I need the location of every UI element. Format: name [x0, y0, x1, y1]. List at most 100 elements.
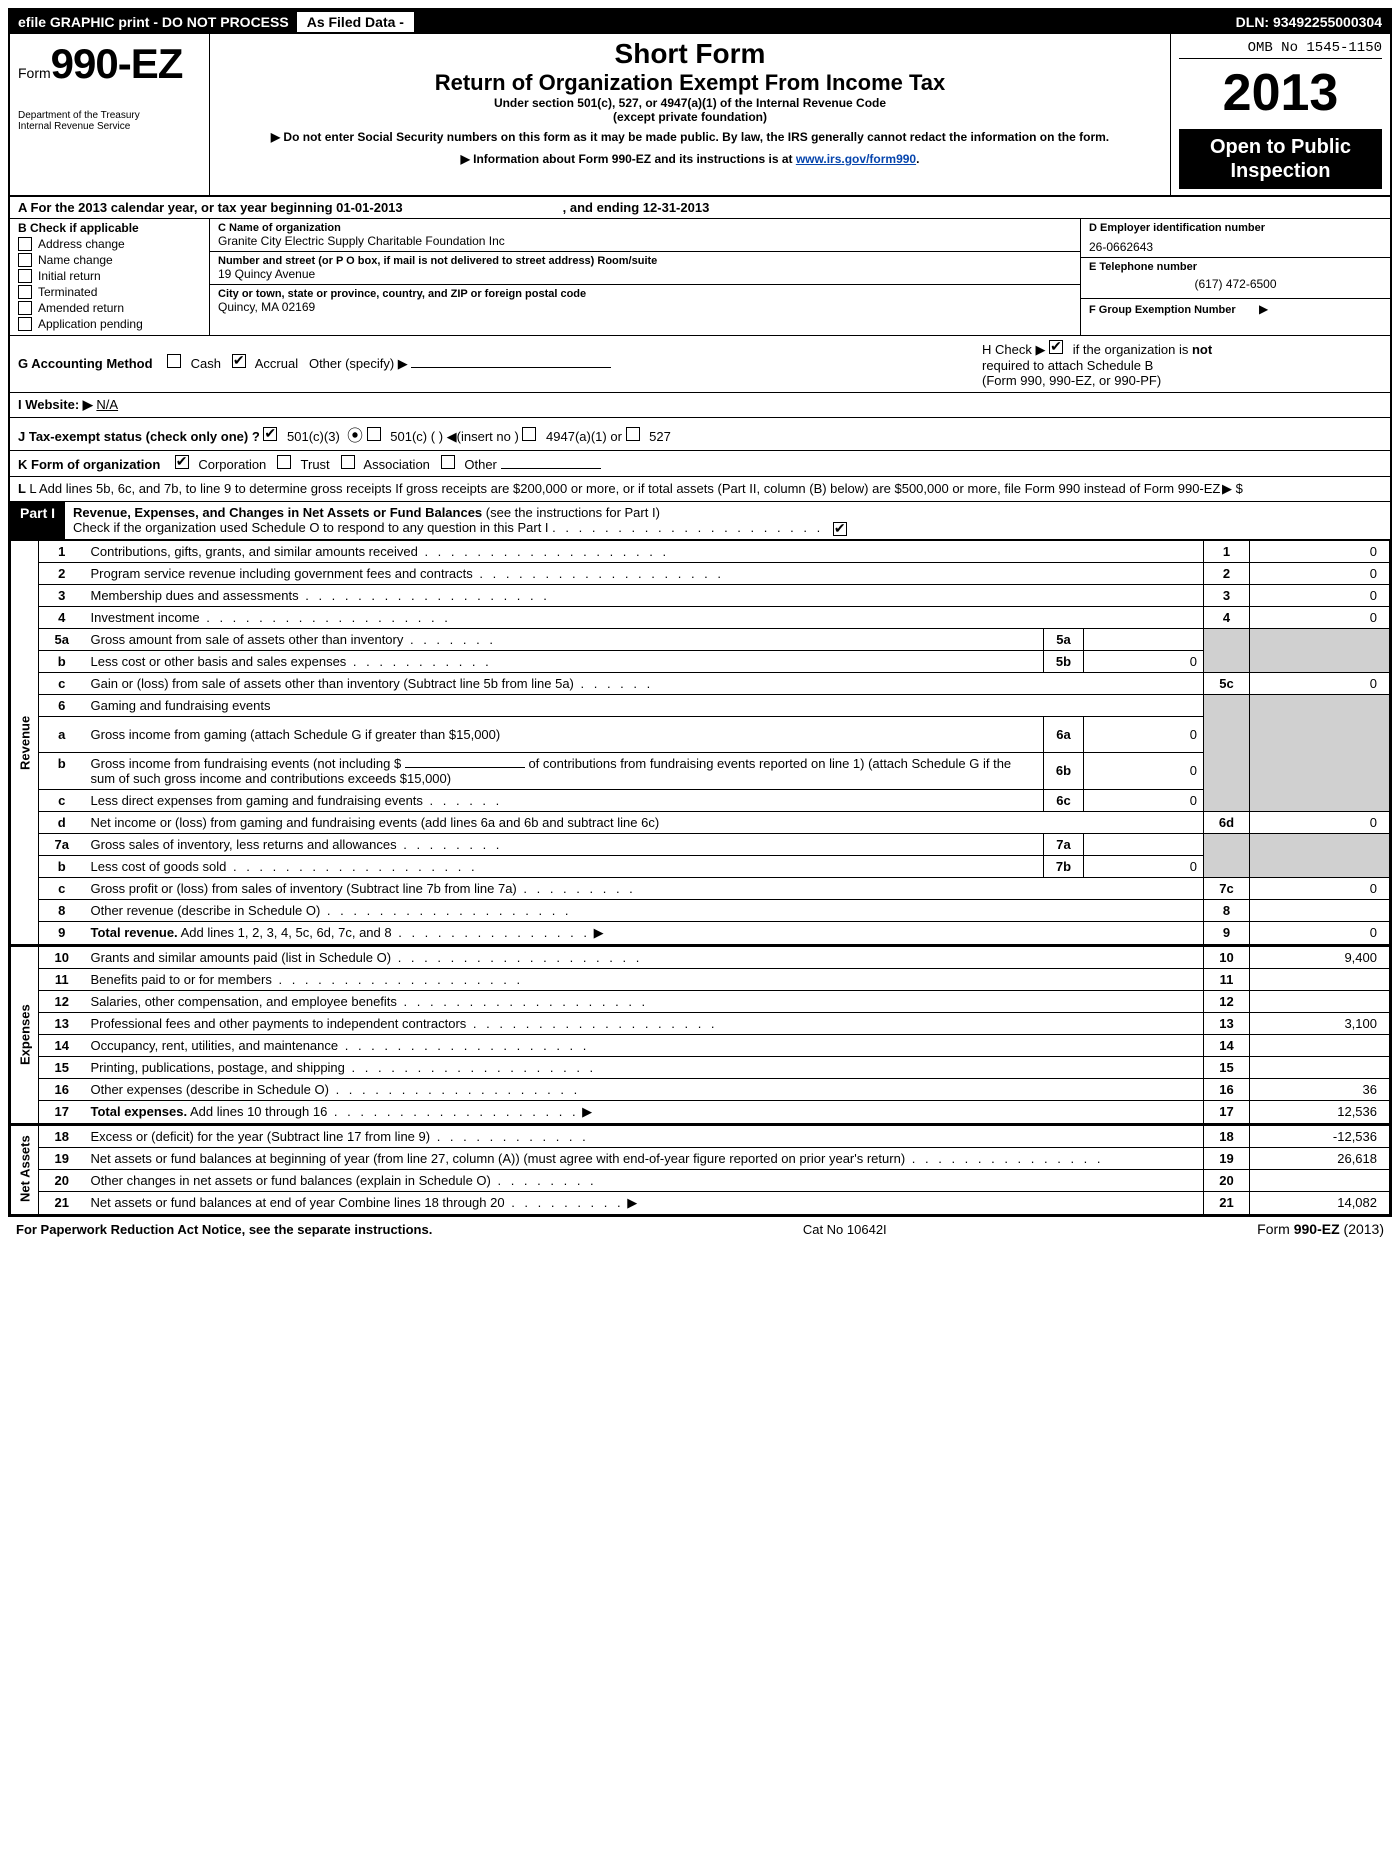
ln-7c: c	[39, 877, 85, 899]
row-6a: a Gross income from gaming (attach Sched…	[11, 716, 1390, 752]
vert-revenue: Revenue	[11, 540, 39, 945]
row-11: 11 Benefits paid to or for members 11	[11, 968, 1390, 990]
checkbox-name-change[interactable]	[18, 253, 32, 267]
checkbox-4947[interactable]	[522, 427, 536, 441]
label-initial: Initial return	[38, 269, 101, 283]
d-ein-label: D Employer identification number	[1089, 222, 1382, 234]
lt-6: Gaming and fundraising events	[85, 694, 1204, 716]
open-line2: Inspection	[1183, 159, 1378, 183]
short-form-title: Short Form	[218, 38, 1162, 70]
label-addr-change: Address change	[38, 237, 125, 251]
checkbox-527[interactable]	[626, 427, 640, 441]
row-16: 16 Other expenses (describe in Schedule …	[11, 1078, 1390, 1100]
label-527: 527	[649, 429, 671, 444]
irs-link[interactable]: www.irs.gov/form990	[796, 152, 916, 166]
checkbox-corp[interactable]	[175, 455, 189, 469]
row-3: 3 Membership dues and assessments 3 0	[11, 584, 1390, 606]
h-text4: (Form 990, 990-EZ, or 990-PF)	[982, 373, 1161, 388]
row-13: 13 Professional fees and other payments …	[11, 1012, 1390, 1034]
ln-6b: b	[39, 752, 85, 789]
phone: (617) 472-6500	[1089, 273, 1382, 295]
checkbox-h[interactable]	[1049, 340, 1063, 354]
bv-5c: 0	[1250, 672, 1390, 694]
bn-10: 10	[1204, 945, 1250, 968]
line-k: K Form of organization Corporation Trust…	[10, 451, 1390, 477]
other-specify-blank[interactable]	[411, 367, 611, 368]
lt-9b: Add lines 1, 2, 3, 4, 5c, 6d, 7c, and 8	[178, 925, 392, 940]
lt-7b: Less cost of goods sold	[91, 859, 227, 874]
org-name: Granite City Electric Supply Charitable …	[218, 234, 1072, 248]
bv-12	[1250, 990, 1390, 1012]
label-name-change: Name change	[38, 253, 113, 267]
lt-6d: Net income or (loss) from gaming and fun…	[85, 811, 1204, 833]
bn-15: 15	[1204, 1056, 1250, 1078]
checkbox-schedule-o[interactable]	[833, 522, 847, 536]
bv-3: 0	[1250, 584, 1390, 606]
h-text3: required to attach Schedule B	[982, 358, 1153, 373]
row-2: 2 Program service revenue including gove…	[11, 562, 1390, 584]
footer-form: Form 990-EZ (2013)	[1257, 1221, 1384, 1237]
part1-subtitle: Check if the organization used Schedule …	[73, 520, 549, 535]
checkbox-app-pending[interactable]	[18, 317, 32, 331]
ln-12: 12	[39, 990, 85, 1012]
return-title: Return of Organization Exempt From Incom…	[218, 70, 1162, 96]
ln-16: 16	[39, 1078, 85, 1100]
lt-5c: Gain or (loss) from sale of assets other…	[91, 676, 574, 691]
label-app-pending: Application pending	[38, 317, 143, 331]
open-line1: Open to Public	[1183, 135, 1378, 159]
bv-8	[1250, 899, 1390, 921]
bn-6d: 6d	[1204, 811, 1250, 833]
a-label: A For the 2013 calendar year, or tax yea…	[18, 200, 403, 215]
checkbox-addr-change[interactable]	[18, 237, 32, 251]
row-6c: c Less direct expenses from gaming and f…	[11, 789, 1390, 811]
c-name-label: C Name of organization	[218, 222, 1072, 234]
checkbox-trust[interactable]	[277, 455, 291, 469]
row-18: Net Assets 18 Excess or (deficit) for th…	[11, 1124, 1390, 1147]
sbn-7b: 7b	[1044, 855, 1084, 877]
ln-13: 13	[39, 1012, 85, 1034]
other-org-blank[interactable]	[501, 468, 601, 469]
bn-19: 19	[1204, 1147, 1250, 1169]
vert-expenses: Expenses	[11, 945, 39, 1124]
part1-title-rest: (see the instructions for Part I)	[482, 505, 660, 520]
ln-17: 17	[39, 1100, 85, 1124]
checkbox-amended[interactable]	[18, 301, 32, 315]
checkbox-terminated[interactable]	[18, 285, 32, 299]
checkbox-cash[interactable]	[167, 354, 181, 368]
ln-6a: a	[39, 716, 85, 752]
col-d: D Employer identification number 26-0662…	[1080, 219, 1390, 335]
line-j: J Tax-exempt status (check only one) ? 5…	[10, 418, 1390, 451]
shaded-6v	[1250, 694, 1390, 811]
header-bullet-ssn: ▶ Do not enter Social Security numbers o…	[218, 128, 1162, 146]
bn-11: 11	[1204, 968, 1250, 990]
lt-20: Other changes in net assets or fund bala…	[91, 1173, 491, 1188]
website-value: N/A	[96, 397, 418, 412]
omb-number: OMB No 1545-1150	[1179, 40, 1382, 59]
sbn-5a: 5a	[1044, 628, 1084, 650]
bv-21: 14,082	[1250, 1191, 1390, 1214]
dept-treasury: Department of the Treasury	[18, 110, 201, 121]
ln-9: 9	[39, 921, 85, 945]
label-501c-a: 501(c) (	[390, 429, 435, 444]
lt-13: Professional fees and other payments to …	[91, 1016, 467, 1031]
checkbox-other-org[interactable]	[441, 455, 455, 469]
checkbox-501c[interactable]	[367, 427, 381, 441]
ln-2: 2	[39, 562, 85, 584]
bv-7c: 0	[1250, 877, 1390, 899]
sbv-6c: 0	[1084, 789, 1204, 811]
checkbox-initial[interactable]	[18, 269, 32, 283]
lt-16: Other expenses (describe in Schedule O)	[91, 1082, 329, 1097]
form-container: efile GRAPHIC print - DO NOT PROCESS As …	[8, 8, 1392, 1217]
lt-9a: Total revenue.	[91, 925, 178, 940]
lt-10: Grants and similar amounts paid (list in…	[91, 950, 392, 965]
checkbox-accrual[interactable]	[232, 354, 246, 368]
label-corp: Corporation	[198, 457, 266, 472]
checkbox-501c3[interactable]	[263, 427, 277, 441]
blank-6b[interactable]	[405, 767, 525, 768]
lt-2: Program service revenue including govern…	[91, 566, 473, 581]
k-label: K Form of organization	[18, 457, 160, 472]
row-5c: c Gain or (loss) from sale of assets oth…	[11, 672, 1390, 694]
checkbox-assoc[interactable]	[341, 455, 355, 469]
sbv-7a	[1084, 833, 1204, 855]
label-assoc: Association	[363, 457, 429, 472]
